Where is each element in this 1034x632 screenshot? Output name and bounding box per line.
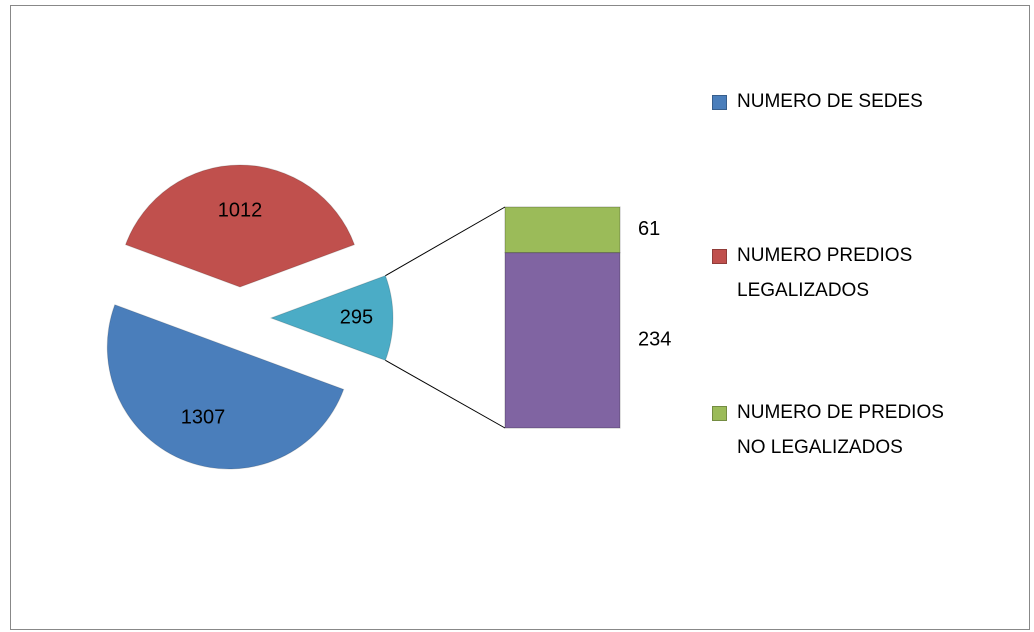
data-label: 295 [340,306,373,328]
pie-slice [106,304,345,470]
data-label: 1307 [181,406,226,428]
connector [385,359,506,429]
data-label: 1012 [218,200,263,222]
bar-segment [504,252,621,429]
legend-entry: NUMERO DE SEDES [712,84,962,119]
data-label: 234 [638,329,671,351]
legend-swatch [712,249,727,264]
connector [385,206,506,277]
legend-entry: NUMERO PREDIOS LEGALIZADOS [712,238,962,308]
data-label: 61 [638,218,660,240]
legend-entry: NUMERO DE PREDIOS NO LEGALIZADOS [712,395,962,465]
legend-label: NUMERO DE PREDIOS NO LEGALIZADOS [737,402,944,458]
bar-segment [504,206,621,254]
legend-swatch [712,406,727,421]
pie-slice [124,164,356,288]
legend-label: NUMERO DE SEDES [737,91,923,112]
pie-slice-other [269,275,394,361]
legend-label: NUMERO PREDIOS LEGALIZADOS [737,245,913,301]
legend-swatch [712,95,727,110]
